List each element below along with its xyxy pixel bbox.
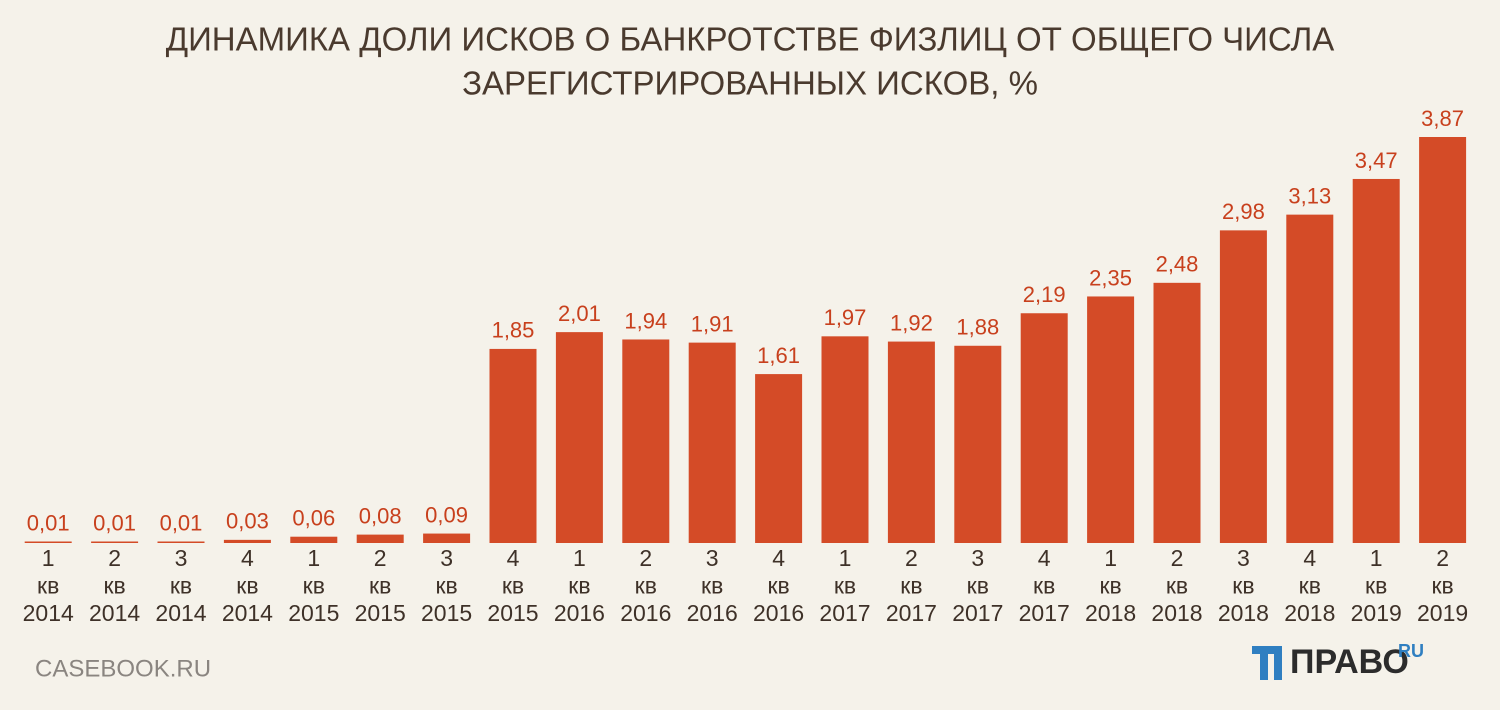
value-label: 1,91: [691, 311, 734, 336]
bar: [755, 374, 803, 543]
x-tick-label: 1 кв 2019: [1351, 545, 1402, 626]
x-tick-label: 4 кв 2016: [753, 545, 804, 626]
logo-icon: [1252, 646, 1282, 680]
x-tick-label: 4 кв 2018: [1284, 545, 1335, 626]
logo-text: ПРАВО: [1290, 643, 1409, 681]
value-label: 0,03: [226, 509, 269, 534]
value-label: 2,48: [1156, 252, 1199, 277]
x-tick-label: 2 кв 2016: [620, 545, 671, 626]
bar: [821, 336, 869, 543]
value-label: 3,87: [1421, 106, 1464, 131]
bar: [1286, 214, 1334, 544]
value-label: 1,92: [890, 310, 933, 335]
bar: [622, 339, 670, 543]
x-tick-label: 3 кв 2018: [1218, 545, 1269, 626]
source: CASEBOOK.RU: [35, 655, 211, 682]
x-tick-label: 1 кв 2014: [23, 545, 74, 626]
bar: [1352, 178, 1400, 544]
chart-title: ДИНАМИКА ДОЛИ ИСКОВ О БАНКРОТСТВЕ ФИЗЛИЦ…: [166, 21, 1335, 58]
x-tick-label: 2 кв 2015: [355, 545, 406, 626]
bar: [1219, 230, 1267, 543]
x-tick-label: 4 кв 2017: [1019, 545, 1070, 626]
x-tick-label: 1 кв 2015: [288, 545, 339, 626]
x-tick-label: 4 кв 2015: [487, 545, 538, 626]
x-tick-label: 2 кв 2019: [1417, 545, 1468, 626]
value-label: 1,61: [757, 343, 800, 368]
value-label: 1,97: [824, 305, 867, 330]
value-label: 1,88: [956, 315, 999, 340]
value-label: 2,01: [558, 301, 601, 326]
bar: [91, 541, 139, 543]
x-tick-label: 2 кв 2014: [89, 545, 140, 626]
value-label: 0,06: [292, 506, 335, 531]
value-label: 2,98: [1222, 199, 1265, 224]
bar: [489, 348, 537, 543]
bar: [688, 342, 736, 543]
value-label: 1,85: [492, 318, 535, 343]
bar: [1419, 137, 1467, 543]
bar: [954, 345, 1002, 543]
bar: [1087, 296, 1135, 543]
value-label: 0,08: [359, 503, 402, 528]
value-label: 2,35: [1089, 265, 1132, 290]
bar: [1020, 313, 1068, 543]
x-tick-label: 1 кв 2018: [1085, 545, 1136, 626]
logo-suffix: RU: [1398, 641, 1424, 661]
value-label: 2,19: [1023, 282, 1066, 307]
bar: [356, 534, 404, 543]
x-tick-label: 2 кв 2017: [886, 545, 937, 626]
x-tick-label: 3 кв 2016: [687, 545, 738, 626]
value-label: 3,47: [1355, 148, 1398, 173]
value-label: 0,01: [160, 510, 203, 535]
x-tick-label: 3 кв 2015: [421, 545, 472, 626]
x-tick-label: 1 кв 2017: [819, 545, 870, 626]
value-label: 0,09: [425, 502, 468, 527]
bar: [157, 541, 205, 543]
bar: [290, 536, 338, 543]
value-label: 0,01: [27, 510, 70, 535]
value-label: 0,01: [93, 510, 136, 535]
chart-title: ЗАРЕГИСТРИРОВАННЫХ ИСКОВ, %: [462, 65, 1038, 102]
value-label: 1,94: [624, 308, 667, 333]
bar: [555, 332, 603, 543]
x-tick-label: 2 кв 2018: [1151, 545, 1202, 626]
logo: ПРАВО RU: [1252, 641, 1424, 681]
bar: [887, 341, 935, 543]
bar: [1153, 282, 1201, 543]
x-tick-label: 3 кв 2017: [952, 545, 1003, 626]
bar: [223, 539, 271, 543]
x-tick-label: 3 кв 2014: [155, 545, 206, 626]
bar: [24, 541, 72, 543]
x-tick-label: 1 кв 2016: [554, 545, 605, 626]
value-label: 3,13: [1288, 183, 1331, 208]
bar: [423, 533, 471, 543]
x-tick-label: 4 кв 2014: [222, 545, 273, 626]
